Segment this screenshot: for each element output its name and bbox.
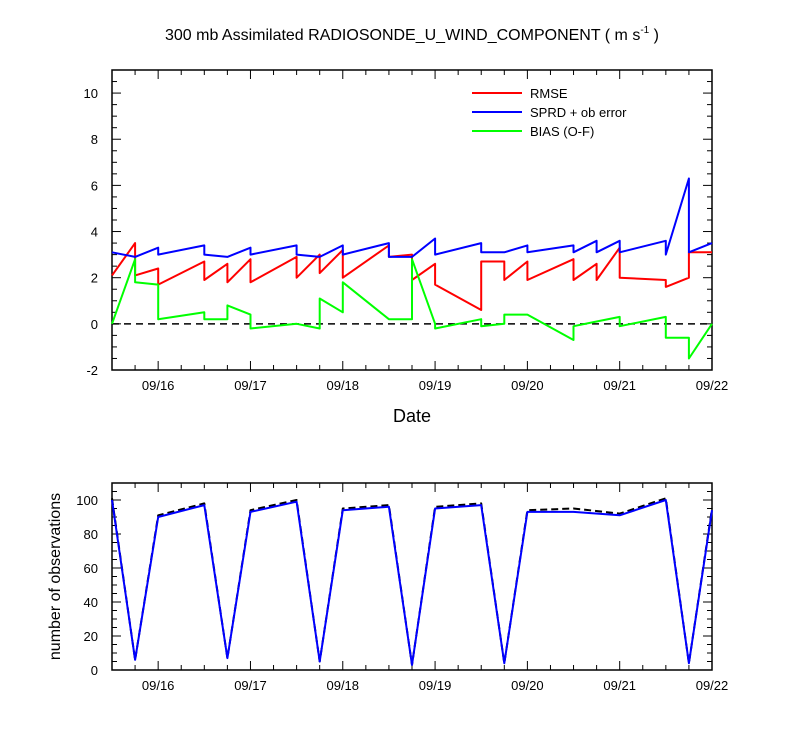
y-tick-label: 2	[91, 271, 98, 286]
x-axis-label: Date	[393, 406, 431, 426]
series-line-bias-o-f	[111, 258, 713, 360]
y-tick-label: 80	[84, 527, 98, 542]
y-tick-label: 4	[91, 225, 98, 240]
y-tick-label: 8	[91, 132, 98, 147]
legend-label: SPRD + ob error	[530, 105, 627, 120]
bottom-panel: 09/16 09/17 09/18 09/19 09/20 09/21 09/22 0 20 40…	[47, 482, 729, 693]
x-tick-label: 09/17	[234, 678, 267, 693]
x-tick-label: 09/21	[603, 678, 636, 693]
y-tick-label: 40	[84, 595, 98, 610]
x-tick-label: 09/22	[696, 378, 729, 393]
legend-label: RMSE	[530, 86, 568, 101]
series-line-possible	[111, 497, 713, 666]
title-unit-exponent: -1	[640, 25, 649, 36]
plot-frame	[111, 482, 713, 671]
y-tick-label: 20	[84, 629, 98, 644]
x-tick-label: 09/19	[419, 678, 452, 693]
x-tick-label: 09/20	[511, 378, 544, 393]
top-panel: 09/16 09/17 09/18 09/19 09/20 09/21 09/22 -2 0 2 4…	[84, 25, 729, 426]
x-tick-label: 09/17	[234, 378, 267, 393]
x-tick-label: 09/19	[419, 378, 452, 393]
x-tick-label: 09/22	[696, 678, 729, 693]
chart-title: 300 mb Assimilated RADIOSONDE_U_WIND_COM…	[165, 25, 659, 44]
x-tick-label: 09/18	[326, 678, 359, 693]
series-line-sprd-ob-error	[111, 177, 713, 258]
x-tick-label: 09/18	[326, 378, 359, 393]
y-tick-label: 60	[84, 561, 98, 576]
y-tick-label: -2	[86, 363, 98, 378]
y-tick-label: 100	[76, 493, 98, 508]
y-tick-label: 0	[91, 317, 98, 332]
y-tick-label: 0	[91, 663, 98, 678]
y-axis-label: number of observations	[47, 493, 64, 660]
y-tick-label: 6	[91, 178, 98, 193]
y-tick-label: 10	[84, 86, 98, 101]
x-tick-label: 09/16	[142, 378, 175, 393]
x-tick-label: 09/21	[603, 378, 636, 393]
legend-label: BIAS (O-F)	[530, 124, 594, 139]
title-close: )	[649, 27, 659, 44]
series-line-assimilated	[111, 499, 713, 666]
legend: RMSE SPRD + ob error BIAS (O-F)	[472, 86, 627, 139]
x-tick-label: 09/20	[511, 678, 544, 693]
x-tick-label: 09/16	[142, 678, 175, 693]
